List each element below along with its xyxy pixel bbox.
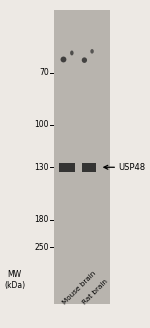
Text: 130: 130 [34, 163, 49, 172]
Text: Rat brain: Rat brain [82, 278, 109, 306]
Ellipse shape [70, 51, 74, 55]
Text: 250: 250 [34, 243, 49, 252]
Text: 100: 100 [34, 120, 49, 129]
Ellipse shape [61, 56, 66, 62]
Text: Mouse brain: Mouse brain [61, 271, 97, 306]
Text: 70: 70 [39, 68, 49, 77]
Bar [54, 10, 110, 304]
Text: 180: 180 [34, 215, 49, 224]
Bar [82, 163, 96, 172]
Ellipse shape [90, 49, 94, 53]
Ellipse shape [82, 57, 87, 63]
Text: USP48: USP48 [119, 163, 146, 172]
Text: MW
(kDa): MW (kDa) [4, 270, 25, 290]
Bar [59, 163, 75, 172]
